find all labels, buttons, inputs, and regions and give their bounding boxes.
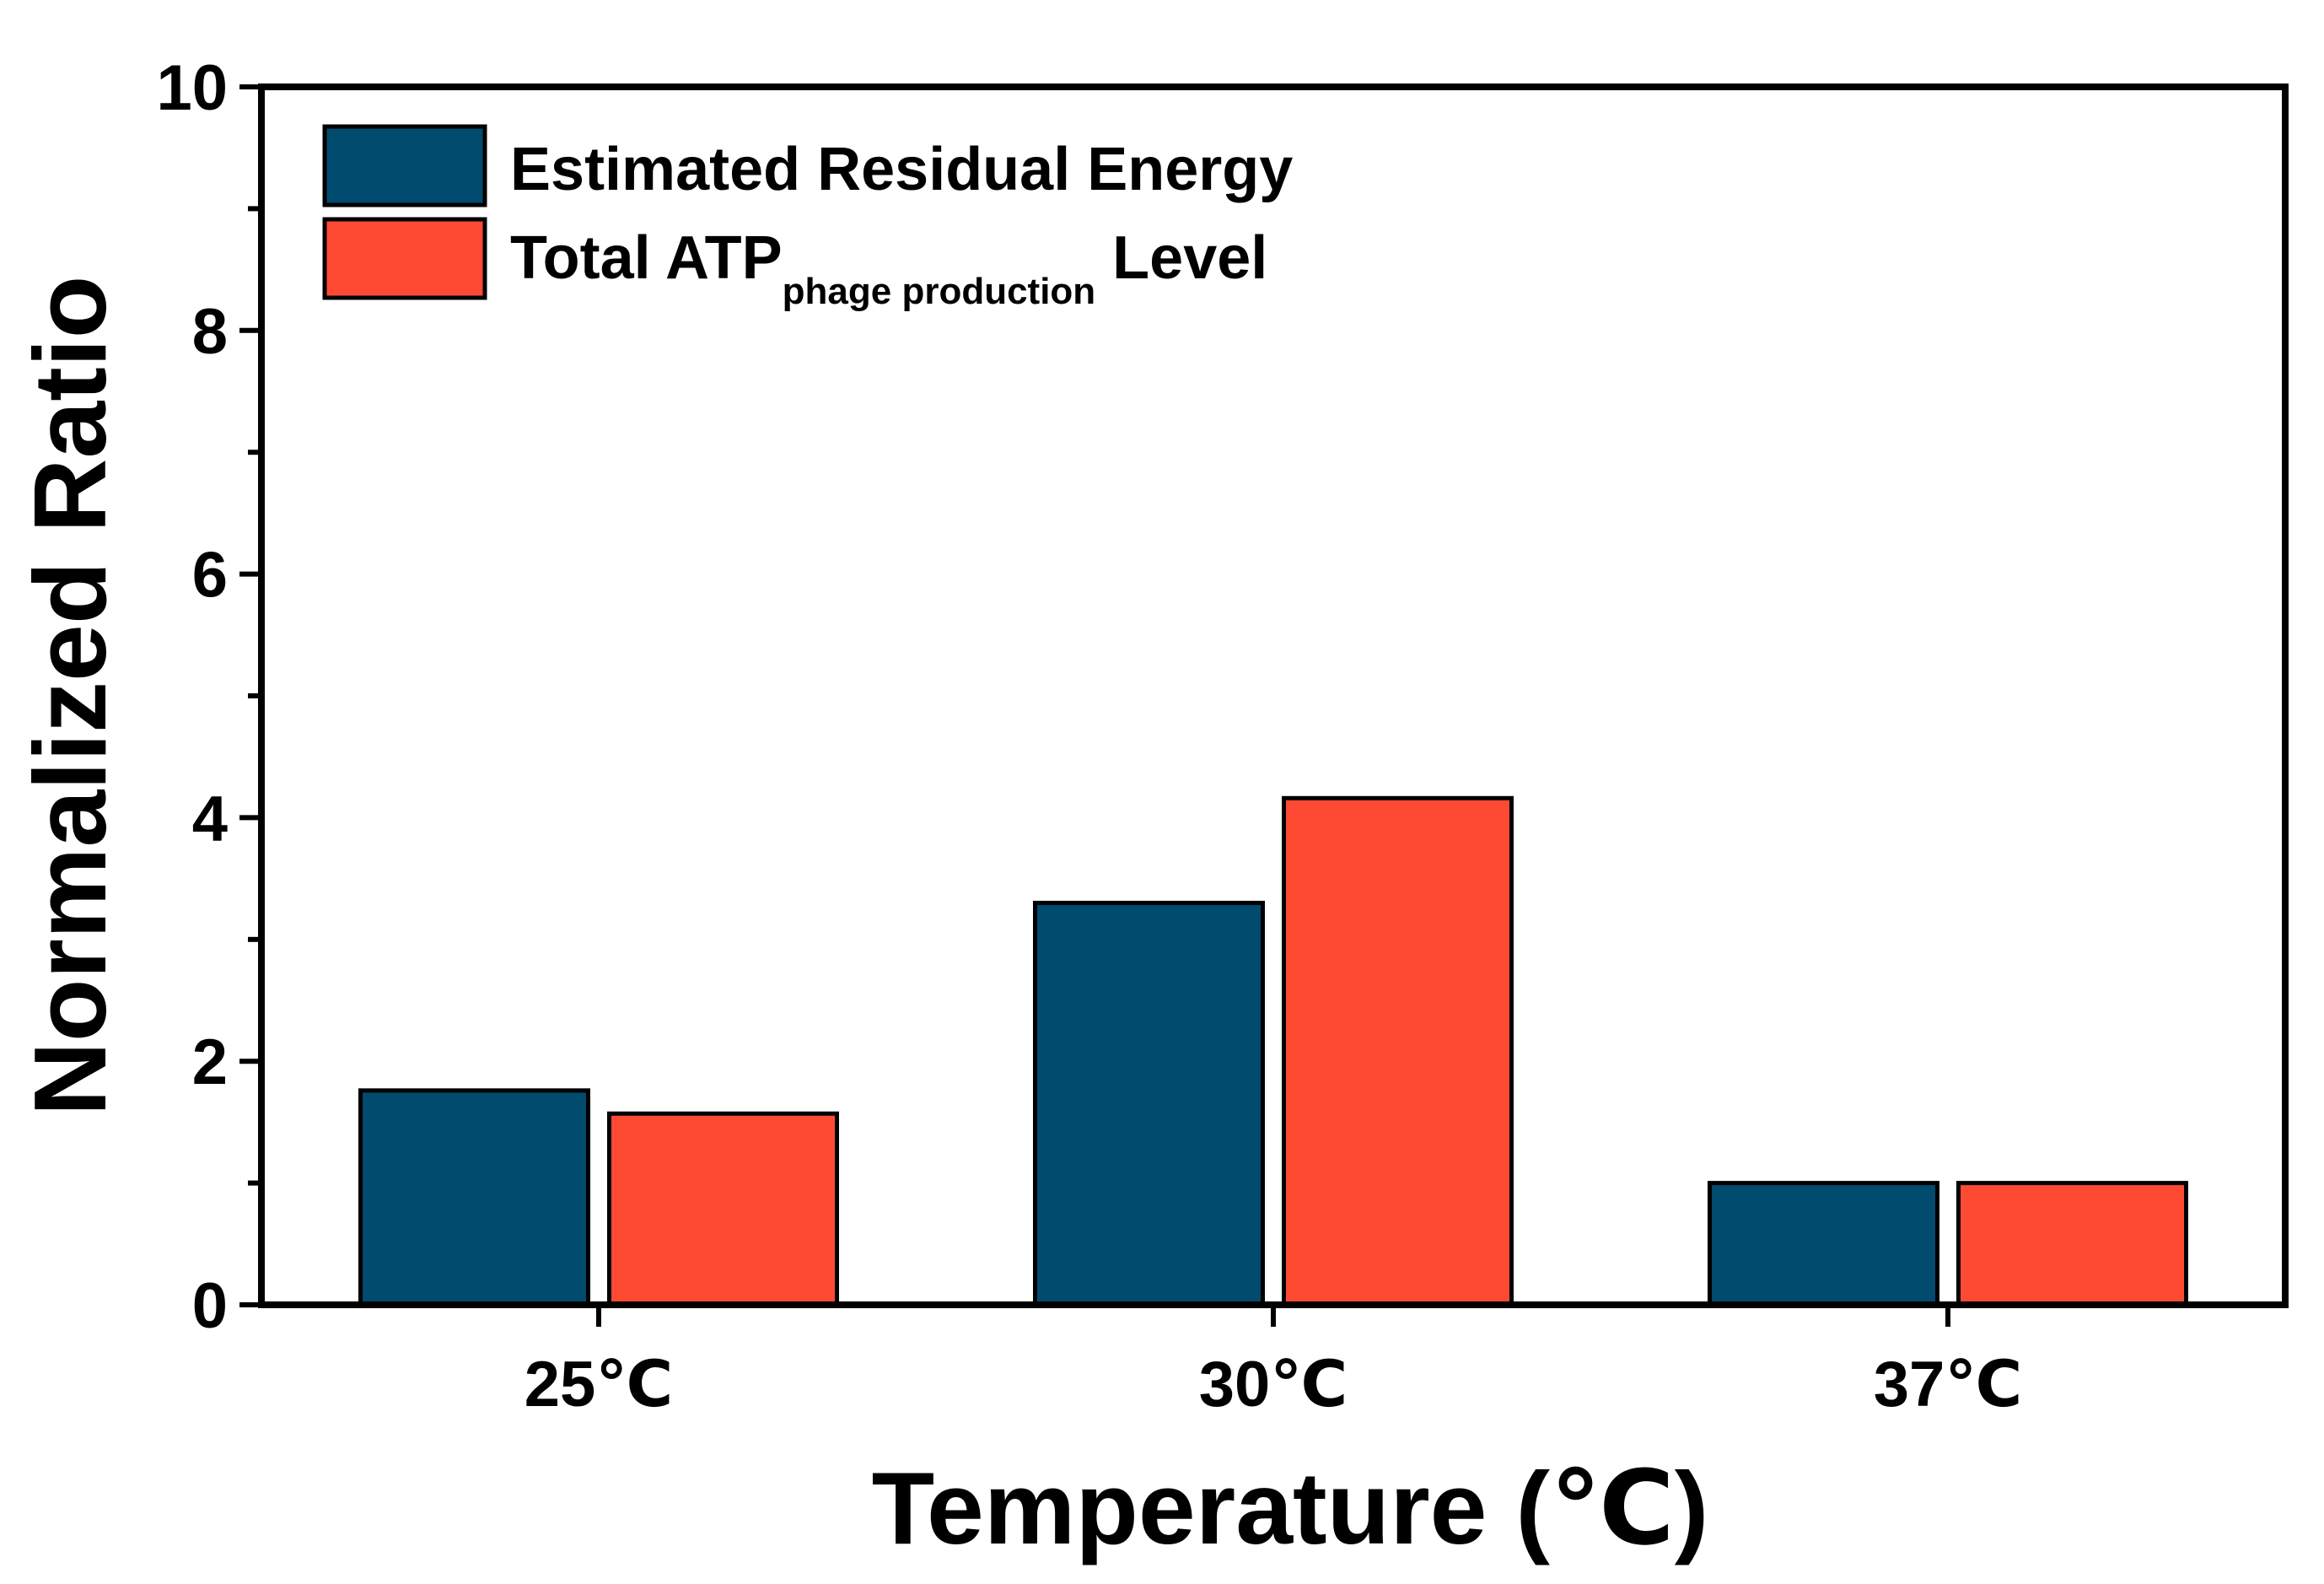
bar-series-1-cat-1 [358,1088,590,1307]
bars-group [358,795,2188,1307]
x-tick-label: 37℃ [1874,1349,2023,1420]
y-tick-label: 6 [192,540,228,612]
bar-series-1-cat-3 [1708,1181,1939,1307]
y-tick-label: 8 [192,296,228,368]
legend: Estimated Residual Energy Total ATPphage… [322,124,1293,312]
legend-swatch-series-2 [322,217,487,300]
y-tick-label: 0 [192,1270,228,1342]
y-ticks-group: 0 2 4 6 8 10 [156,52,261,1342]
legend-label-series-2-main: Total ATP [510,224,783,292]
y-tick-label: 2 [192,1026,228,1098]
y-tick-label: 10 [156,52,228,124]
x-tick-label: 30℃ [1199,1349,1348,1420]
y-axis-title: Normalized Ratio [13,276,127,1117]
bar-series-2-cat-1 [607,1111,839,1307]
x-tick-label: 25℃ [525,1349,674,1420]
bar-series-1-cat-2 [1033,900,1265,1307]
bar-series-2-cat-2 [1282,795,1514,1307]
x-axis-title: Temperature (℃) [872,1451,1709,1565]
x-ticks-group: 25℃ 30℃ 37℃ [525,1305,2023,1420]
legend-label-series-2: Total ATPphage production Level [510,224,1267,312]
legend-label-series-2-suffix: Level [1095,224,1267,292]
bar-series-2-cat-3 [1956,1181,2188,1307]
legend-label-series-2-subscript: phage production [783,271,1096,312]
y-tick-label: 4 [192,783,228,854]
legend-swatch-series-1 [322,124,487,207]
legend-label-series-1: Estimated Residual Energy [510,136,1293,203]
